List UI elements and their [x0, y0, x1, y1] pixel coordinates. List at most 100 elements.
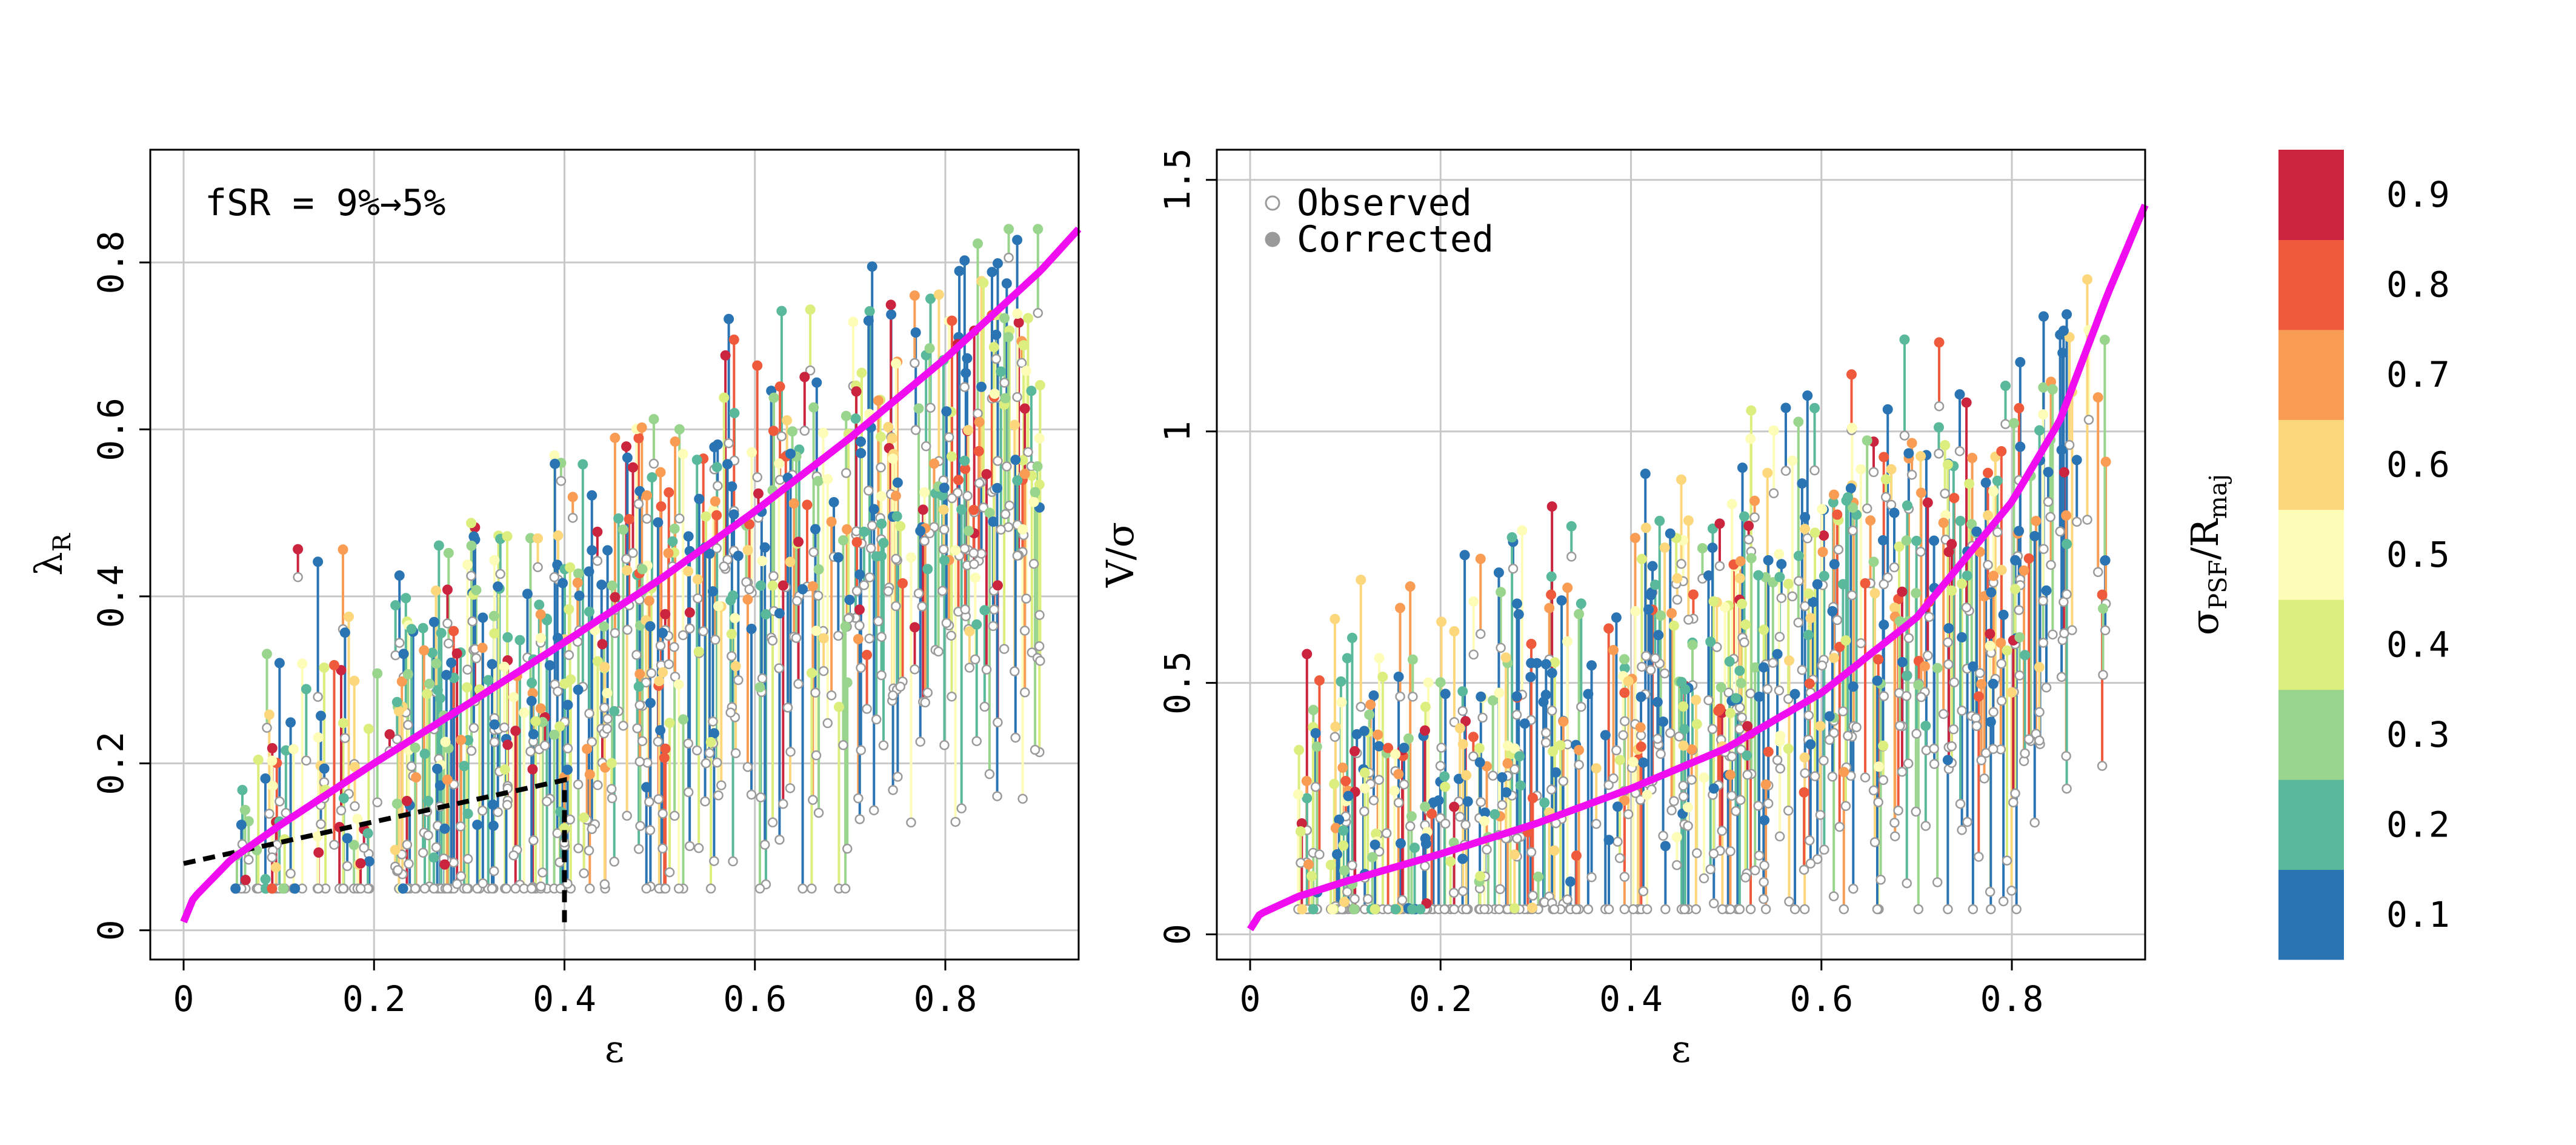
left-x-tick-label-3: 0.6	[723, 978, 787, 1020]
left-corrected-point	[301, 684, 311, 695]
left-corrected-point	[885, 299, 896, 310]
right-corrected-point	[1683, 515, 1694, 526]
right-observed-point	[1768, 658, 1779, 668]
left-corrected-point	[939, 555, 950, 566]
left-corrected-point	[913, 403, 924, 414]
right-corrected-point	[1949, 493, 1960, 504]
left-observed-point	[455, 821, 466, 832]
legend-observed-marker	[1265, 195, 1280, 211]
right-corrected-point	[1746, 553, 1757, 564]
right-observed-point	[1571, 904, 1582, 915]
left-corrected-point	[964, 626, 975, 637]
right-corrected-point	[1998, 609, 2009, 620]
right-observed-point	[1988, 707, 1999, 717]
left-observed-point	[684, 841, 695, 852]
left-observed-point	[841, 468, 851, 478]
right-observed-point	[1834, 821, 1845, 832]
left-observed-point	[724, 438, 734, 449]
right-corrected-point	[2038, 311, 2049, 322]
left-corrected-point	[992, 482, 1003, 493]
right-corrected-point	[2010, 584, 2021, 595]
left-y-tick-label-4: 0.8	[90, 231, 131, 295]
right-observed-point	[1745, 904, 1756, 915]
left-corrected-point	[572, 577, 583, 588]
right-corrected-point	[1364, 709, 1375, 720]
right-corrected-point	[2034, 662, 2045, 673]
right-observed-point	[1619, 716, 1630, 727]
left-corrected-point	[288, 744, 299, 755]
left-corrected-point	[742, 594, 753, 605]
right-corrected-point	[1793, 550, 1804, 561]
left-observed-point	[499, 722, 510, 733]
left-corrected-point	[502, 739, 513, 750]
left-corrected-point	[419, 749, 430, 759]
left-observed-point	[653, 736, 664, 747]
right-observed-point	[1762, 684, 1772, 695]
right-corrected-point	[1699, 772, 1709, 783]
right-corrected-point	[1608, 645, 1619, 656]
right-observed-point	[1745, 688, 1756, 699]
right-corrected-point	[1497, 772, 1508, 783]
right-observed-point	[2100, 625, 2111, 636]
left-corrected-point	[655, 467, 666, 478]
right-observed-point	[1699, 873, 1709, 884]
right-corrected-point	[1614, 755, 1625, 766]
right-observed-point	[1659, 668, 1670, 679]
left-observed-point	[959, 543, 970, 554]
left-observed-point	[393, 865, 403, 875]
left-corrected-point	[991, 329, 1002, 340]
left-observed-point	[467, 616, 478, 627]
right-corrected-point	[2038, 409, 2049, 420]
right-observed-point	[1683, 615, 1694, 625]
right-observed-point	[1642, 904, 1652, 915]
right-observed-point	[1638, 886, 1649, 896]
left-corrected-point	[1013, 317, 1024, 328]
left-corrected-point	[633, 433, 644, 444]
left-corrected-point	[886, 309, 897, 320]
left-corrected-point	[1034, 380, 1045, 391]
left-corrected-point	[609, 706, 620, 716]
right-observed-point	[1760, 904, 1771, 915]
left-observed-point	[1012, 550, 1023, 561]
left-corrected-point	[627, 462, 638, 473]
right-corrected-point	[1571, 850, 1582, 861]
right-observed-point	[1656, 749, 1666, 759]
left-observed-point	[403, 719, 413, 730]
right-observed-point	[1986, 904, 1996, 915]
left-observed-point	[329, 840, 339, 850]
left-observed-point	[634, 756, 645, 767]
right-observed-point	[1488, 770, 1498, 781]
right-corrected-point	[1310, 728, 1321, 739]
left-observed-point	[487, 883, 498, 894]
colorbar-swatch-3	[2278, 599, 2344, 690]
right-corrected-point	[1409, 843, 1420, 853]
left-corrected-point	[810, 524, 821, 535]
right-corrected-point	[1308, 904, 1319, 915]
left-corrected-point	[622, 565, 633, 576]
left-corrected-point	[963, 425, 974, 436]
right-corrected-point	[1336, 697, 1347, 708]
left-y-label-sub: R	[48, 532, 76, 552]
right-observed-point	[1703, 695, 1714, 706]
left-observed-point	[871, 714, 882, 725]
left-corrected-point	[396, 676, 407, 687]
right-observed-point	[1971, 721, 1982, 732]
right-corrected-point	[1514, 751, 1525, 762]
left-corrected-point	[285, 717, 296, 728]
left-corrected-point	[677, 449, 688, 459]
left-corrected-point	[439, 859, 450, 870]
left-corrected-point	[493, 581, 504, 592]
right-observed-point	[1623, 809, 1634, 820]
right-corrected-point	[1509, 903, 1520, 913]
right-observed-point	[1911, 806, 1922, 817]
right-corrected-point	[1501, 787, 1512, 798]
right-corrected-point	[1562, 636, 1573, 647]
left-corrected-point	[587, 545, 597, 556]
right-corrected-point	[1988, 678, 1999, 689]
right-corrected-point	[1708, 596, 1719, 607]
left-observed-point	[599, 703, 610, 713]
right-corrected-point	[1506, 532, 1517, 543]
right-corrected-point	[1848, 502, 1859, 513]
right-corrected-point	[1475, 553, 1486, 564]
left-observed-point	[826, 690, 837, 701]
